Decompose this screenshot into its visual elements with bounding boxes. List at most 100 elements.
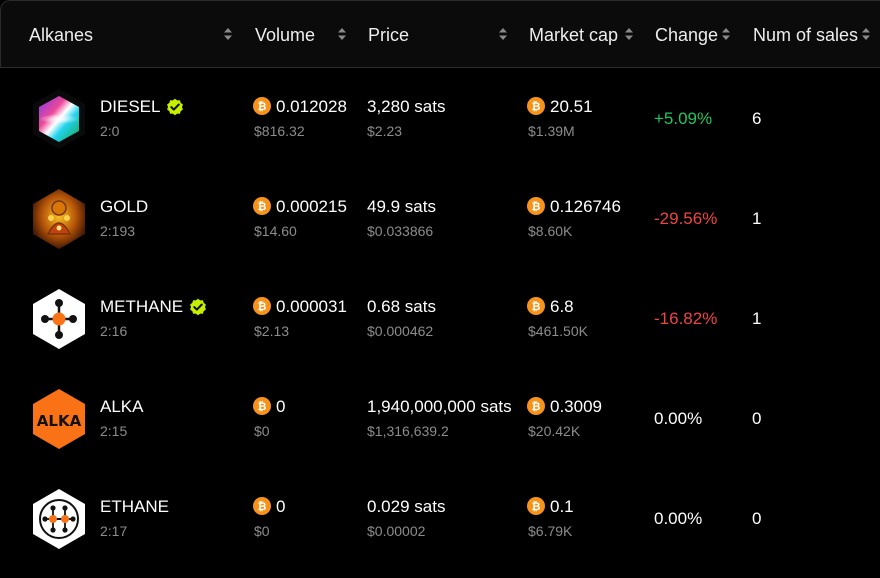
token-id: 2:16 [100, 323, 128, 339]
token-name[interactable]: GOLD [100, 197, 149, 216]
change-value: +5.09% [654, 109, 713, 128]
price-sats: 1,940,000,000 sats [367, 397, 512, 416]
token-name[interactable]: ETHANE [100, 497, 169, 516]
volume-btc: 0 [276, 497, 286, 516]
column-header-change[interactable]: Change [655, 1, 718, 69]
token-name[interactable]: ALKA [100, 397, 144, 416]
change-value: 0.00% [654, 409, 703, 428]
table-row[interactable]: ALKA ALKA 2:15 ₿ 0 $0 1,940,000,000 sats $1,316… [0, 368, 880, 468]
sort-icon[interactable] [498, 27, 508, 41]
change-value: -29.56% [654, 209, 718, 228]
token-id: 2:0 [100, 123, 120, 139]
market-cap-usd: $461.50K [528, 323, 588, 339]
sort-icon[interactable] [337, 27, 347, 41]
column-label: Price [368, 24, 410, 45]
sort-icon[interactable] [624, 27, 634, 41]
column-label: Change [655, 24, 719, 45]
table-header: Alkanes Volume Price Market cap Change N… [0, 0, 880, 68]
table-row[interactable]: METHANE 2:16 ₿ 0.000031 $2.13 0.68 sats $0.000… [0, 268, 880, 368]
svg-text:₿: ₿ [532, 300, 541, 313]
price-usd: $0.033866 [367, 223, 434, 239]
price-sats: 49.9 sats [367, 197, 436, 216]
bitcoin-icon: ₿ [253, 297, 271, 315]
volume-usd: $2.13 [254, 323, 290, 339]
price-sats: 3,280 sats [367, 97, 446, 116]
gold-logo [31, 188, 87, 250]
market-cap-usd: $20.42K [528, 423, 581, 439]
column-label: Volume [255, 24, 316, 45]
methane-logo [31, 288, 87, 350]
token-name[interactable]: METHANE [100, 297, 207, 317]
svg-text:₿: ₿ [258, 500, 267, 513]
market-cap-btc: 20.51 [550, 97, 593, 116]
sort-icon[interactable] [861, 27, 871, 41]
column-header-market-cap[interactable]: Market cap [529, 1, 618, 69]
token-name[interactable]: DIESEL [100, 97, 184, 117]
volume-btc: 0.000031 [276, 297, 347, 316]
volume-usd: $816.32 [254, 123, 305, 139]
price-sats: 0.029 sats [367, 497, 446, 516]
svg-text:₿: ₿ [532, 400, 541, 413]
volume-btc: 0.012028 [276, 97, 347, 116]
svg-text:₿: ₿ [532, 100, 541, 113]
num-sales-value: 6 [752, 109, 762, 128]
column-header-num-sales[interactable]: Num of sales [753, 1, 858, 69]
num-sales-value: 1 [752, 309, 762, 328]
column-label: Alkanes [29, 24, 94, 45]
token-id: 2:193 [100, 223, 136, 239]
column-header-volume[interactable]: Volume [255, 1, 315, 69]
volume-usd: $0 [254, 423, 270, 439]
svg-text:₿: ₿ [258, 200, 267, 213]
price-usd: $2.23 [367, 123, 403, 139]
svg-text:₿: ₿ [532, 500, 541, 513]
token-id: 2:17 [100, 523, 128, 539]
market-cap-usd: $6.79K [528, 523, 573, 539]
bitcoin-icon: ₿ [253, 397, 271, 415]
column-header-alkanes[interactable]: Alkanes [29, 1, 93, 69]
verified-badge-icon [166, 98, 184, 116]
svg-text:₿: ₿ [532, 200, 541, 213]
svg-text:₿: ₿ [258, 400, 267, 413]
sort-icon[interactable] [721, 27, 731, 41]
price-usd: $1,316,639.2 [367, 423, 449, 439]
column-label: Market cap [529, 24, 619, 45]
bitcoin-icon: ₿ [253, 497, 271, 515]
token-id: 2:15 [100, 423, 128, 439]
price-usd: $0.00002 [367, 523, 426, 539]
market-cap-btc: 0.1 [550, 497, 574, 516]
column-header-price[interactable]: Price [368, 1, 409, 69]
market-cap-usd: $8.60K [528, 223, 573, 239]
num-sales-value: 0 [752, 509, 762, 528]
bitcoin-icon: ₿ [253, 197, 271, 215]
bitcoin-icon: ₿ [527, 97, 545, 115]
svg-text:ALKA: ALKA [37, 412, 82, 430]
price-usd: $0.000462 [367, 323, 434, 339]
volume-usd: $0 [254, 523, 270, 539]
column-label: Num of sales [753, 24, 859, 45]
svg-text:₿: ₿ [258, 300, 267, 313]
change-value: 0.00% [654, 509, 703, 528]
table-row[interactable]: DIESEL 2:0 ₿ 0.012028 $816.32 3,280 sats $2.23… [0, 68, 880, 168]
alka-logo: ALKA [31, 388, 87, 450]
ethane-logo [31, 488, 87, 550]
volume-usd: $14.60 [254, 223, 297, 239]
volume-btc: 0.000215 [276, 197, 347, 216]
volume-btc: 0 [276, 397, 286, 416]
svg-text:₿: ₿ [258, 100, 267, 113]
num-sales-value: 1 [752, 209, 762, 228]
bitcoin-icon: ₿ [527, 297, 545, 315]
verified-badge-icon [189, 298, 207, 316]
market-cap-btc: 0.3009 [550, 397, 602, 416]
market-cap-btc: 6.8 [550, 297, 574, 316]
bitcoin-icon: ₿ [527, 197, 545, 215]
table-row[interactable]: ETHANE 2:17 ₿ 0 $0 0.029 sats $0.00002 ₿ 0.1 $6.7… [0, 468, 880, 568]
table-row[interactable]: GOLD 2:193 ₿ 0.000215 $14.60 49.9 sats $0.0338… [0, 168, 880, 268]
bitcoin-icon: ₿ [253, 97, 271, 115]
diesel-logo [31, 88, 87, 150]
bitcoin-icon: ₿ [527, 397, 545, 415]
num-sales-value: 0 [752, 409, 762, 428]
sort-icon[interactable] [223, 27, 233, 41]
price-sats: 0.68 sats [367, 297, 436, 316]
market-cap-usd: $1.39M [528, 123, 575, 139]
